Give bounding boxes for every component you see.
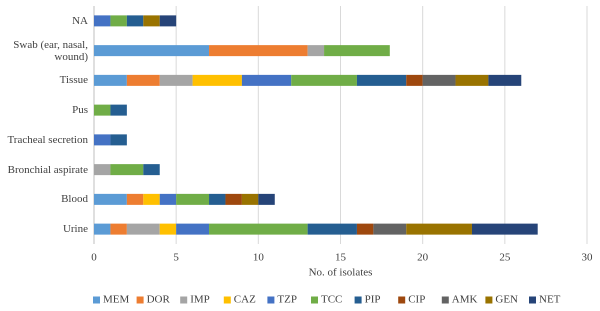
legend-label: MEM (103, 294, 130, 306)
x-axis-label: No. of isolates (309, 267, 373, 279)
y-tick-label: Tissue (59, 74, 88, 87)
bar-segment (209, 45, 308, 57)
legend-swatch (223, 296, 231, 304)
bar-segment (126, 223, 160, 235)
bar-segment (192, 74, 242, 86)
bar-segment (406, 74, 423, 86)
bar-segment (159, 15, 177, 27)
y-tick-label: Swab (ear, nasal, wound) (13, 38, 88, 63)
legend-swatch (354, 296, 362, 304)
bar-segment (176, 223, 210, 235)
bar-segment (225, 193, 242, 205)
legend-label: TZP (277, 294, 297, 306)
bar-segment (258, 193, 275, 205)
bar-segment (324, 45, 390, 57)
legend-label: DOR (147, 294, 171, 306)
bar-segment (356, 223, 374, 235)
legend-swatch (136, 296, 144, 304)
legend-swatch (398, 296, 406, 304)
bar-segment (110, 15, 127, 27)
legend-label: NET (539, 294, 561, 306)
legend-label: TCC (321, 294, 342, 306)
bar-segment (291, 74, 357, 86)
x-tick-label: 10 (253, 252, 265, 264)
legend-swatch (485, 296, 493, 304)
y-tick-label: Blood (61, 193, 88, 206)
bar-segment (471, 223, 538, 235)
legend-swatch (93, 296, 100, 304)
bar-segment (94, 104, 111, 116)
bar-segment (143, 15, 160, 27)
legend-label: CAZ (234, 294, 256, 306)
y-tick-label: Bronchial aspirate (7, 163, 88, 176)
legend-swatch (180, 296, 188, 304)
legend-swatch (311, 296, 318, 304)
bar-segment (241, 74, 292, 86)
legend-label: PIP (365, 294, 381, 306)
bar-segment (94, 193, 127, 205)
bar-segment (110, 104, 127, 116)
bar-segment (488, 74, 522, 86)
bar-segment (126, 74, 160, 86)
bar-segment (241, 193, 259, 205)
bar-segment (176, 193, 210, 205)
y-tick-label: Pus (72, 104, 88, 117)
x-tick-label: 20 (417, 252, 429, 264)
x-tick-label: 0 (91, 252, 97, 264)
bar-segment (143, 164, 160, 176)
x-tick-label: 30 (582, 252, 594, 264)
bar-segment (356, 74, 407, 86)
bar-segment (209, 193, 226, 205)
bar-segment (126, 15, 144, 27)
y-tick-label: Tracheal secretion (7, 133, 88, 146)
bar-segment (110, 164, 144, 176)
bar-segment (126, 193, 144, 205)
bar-segment (94, 223, 111, 235)
bar-segment (94, 15, 111, 27)
y-tick-label: Urine (62, 223, 88, 236)
x-tick-label: 25 (499, 252, 511, 264)
legend-label: AMK (452, 294, 478, 306)
bar-segment (422, 74, 456, 86)
bar-segment (94, 45, 210, 57)
legend-swatch (441, 296, 449, 304)
bar-segment (159, 193, 177, 205)
bar-segment (159, 223, 177, 235)
bar-segment (159, 74, 193, 86)
legend-label: GEN (495, 294, 518, 306)
x-tick-label: 5 (173, 252, 179, 264)
bar-segment (307, 45, 325, 57)
legend-swatch (267, 296, 275, 304)
bar-segment (307, 223, 357, 235)
bar-segment (455, 74, 489, 86)
legend-label: CIP (408, 294, 425, 306)
legend-swatch (529, 296, 536, 304)
bar-segment (94, 74, 127, 86)
y-tick-label: NA (72, 14, 88, 27)
legend-label: IMP (190, 294, 210, 306)
bar-segment (373, 223, 407, 235)
bar-segment (110, 134, 127, 146)
x-tick-label: 15 (335, 252, 347, 264)
bar-segment (94, 134, 111, 146)
bar-segment (406, 223, 472, 235)
bar-segment (209, 223, 308, 235)
bar-segment (110, 223, 127, 235)
bar-segment (94, 164, 111, 176)
bar-segment (143, 193, 160, 205)
